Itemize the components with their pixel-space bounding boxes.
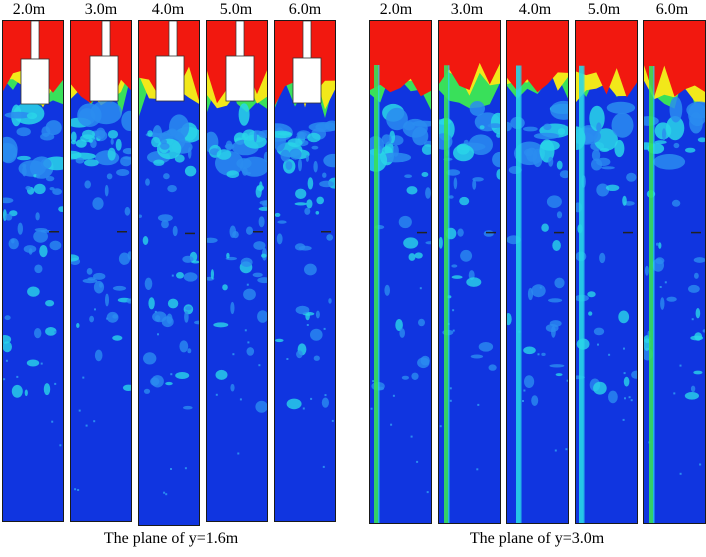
right-group-caption: The plane of y=3.0m [469, 530, 605, 547]
right-panel-label-2: 3.0m [450, 1, 484, 18]
left-panel-label-3: 4.0m [151, 1, 185, 18]
right-panel-4 [575, 20, 638, 524]
contour-field [207, 21, 267, 455]
left-panel-4 [206, 20, 268, 522]
right-panel-label-5: 6.0m [655, 1, 689, 18]
contour-field [275, 21, 335, 468]
left-panel-3 [138, 20, 200, 526]
left-panel-5 [274, 20, 336, 522]
right-panel-label-4: 5.0m [587, 1, 621, 18]
right-panel-label-1: 2.0m [379, 1, 413, 18]
contour-field [576, 21, 637, 523]
left-panel-label-1: 2.0m [12, 1, 46, 18]
contour-field [3, 21, 63, 447]
contour-field [507, 21, 568, 523]
left-panel-2 [70, 20, 132, 522]
contour-field [439, 21, 500, 523]
left-panel-1 [2, 20, 64, 522]
right-panel-3 [506, 20, 569, 524]
contour-field [370, 21, 431, 523]
left-group-caption: The plane of y=1.6m [103, 530, 239, 547]
left-panel-label-5: 6.0m [288, 1, 322, 18]
left-panel-label-2: 3.0m [84, 1, 118, 18]
contour-field [71, 21, 131, 491]
right-panel-1 [369, 20, 432, 524]
right-panel-5 [643, 20, 706, 524]
contour-field [139, 21, 199, 496]
right-panel-label-3: 4.0m [518, 1, 552, 18]
contour-field [644, 21, 705, 523]
right-panel-2 [438, 20, 501, 524]
left-panel-label-4: 5.0m [219, 1, 253, 18]
